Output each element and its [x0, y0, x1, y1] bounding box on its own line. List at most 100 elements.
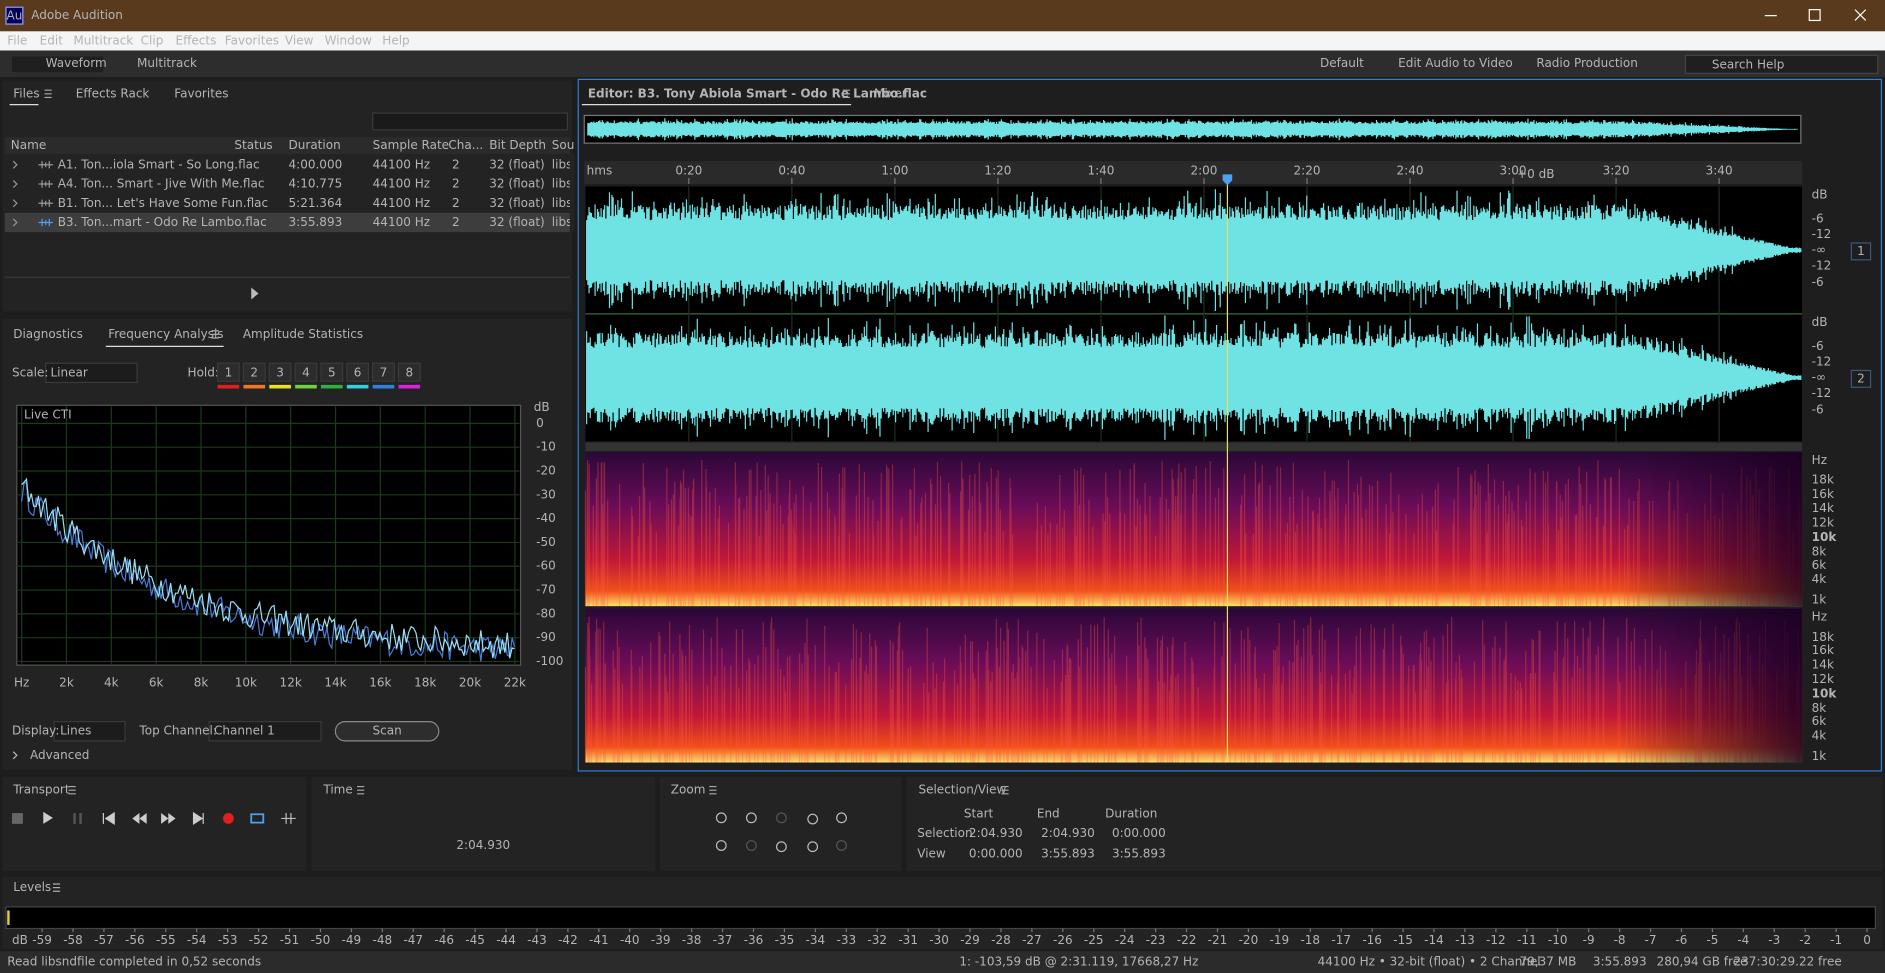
panel-menu-icon[interactable]: [68, 785, 76, 795]
time-value[interactable]: 3:55.893: [1041, 846, 1095, 860]
panel-menu-icon[interactable]: [52, 883, 61, 892]
hold-button[interactable]: [242, 362, 266, 382]
advanced-chevron[interactable]: [12, 751, 18, 760]
column-header[interactable]: Sou: [552, 138, 575, 152]
status-text: 44100 Hz • 32-bit (float) • 2 Channel: [1318, 955, 1541, 969]
search-box[interactable]: [1684, 54, 1879, 74]
hold-button[interactable]: [346, 362, 370, 382]
panel-tab[interactable]: Favorites: [174, 86, 228, 100]
meter-tick-label: -23: [1146, 933, 1166, 947]
hold-button[interactable]: [372, 362, 395, 382]
mode-tab[interactable]: Waveform: [46, 56, 107, 70]
menu-item[interactable]: Edit: [40, 33, 64, 47]
time-value[interactable]: 0:00.000: [969, 846, 1023, 860]
panel-menu-icon[interactable]: [44, 89, 52, 99]
skip-button[interactable]: [281, 813, 296, 824]
menu-item[interactable]: Favorites: [225, 33, 279, 47]
channel-2-toggle[interactable]: [1850, 369, 1872, 388]
hold-button[interactable]: [320, 362, 344, 382]
panel-tab[interactable]: Effects Rack: [76, 86, 150, 100]
file-cell[interactable]: A1. Ton...iola Smart - So Long.flac: [58, 157, 260, 171]
column-header[interactable]: Sample Rate: [373, 138, 449, 152]
panel-tab[interactable]: Amplitude Statistics: [243, 327, 363, 341]
play-preview-button[interactable]: [251, 287, 259, 300]
time-value[interactable]: 3:55.893: [1112, 846, 1166, 860]
workspace-item[interactable]: Radio Production: [1536, 56, 1637, 70]
expand-chevron[interactable]: [12, 179, 18, 189]
meter-tick-label: -3: [1768, 933, 1780, 947]
channel-dropdown[interactable]: [208, 721, 322, 742]
panel-tab[interactable]: Files: [13, 86, 39, 100]
pause-button[interactable]: [73, 813, 82, 824]
panel-title: Levels: [13, 880, 51, 894]
time-value[interactable]: 2:04.930: [1041, 826, 1095, 840]
db-ruler-label: -6: [1812, 339, 1824, 353]
display-dropdown[interactable]: [53, 721, 126, 742]
meter-tick-label: -54: [187, 933, 207, 947]
go-to-end-button[interactable]: [192, 811, 204, 825]
waveform-mode-button[interactable]: [12, 56, 104, 73]
dropdown-value: Lines: [60, 724, 91, 738]
mode-tab[interactable]: Multitrack: [137, 56, 197, 70]
workspace-item[interactable]: Default: [1320, 56, 1364, 70]
panel-menu-icon[interactable]: [1001, 785, 1009, 795]
column-header[interactable]: Bit Depth: [489, 138, 546, 152]
file-cell[interactable]: B1. Ton... Let's Have Some Fun.flac: [58, 196, 268, 210]
editor-tab[interactable]: Editor: B3. Tony Abiola Smart - Odo Re L…: [588, 86, 927, 100]
file-cell: 4:00.000: [289, 157, 343, 171]
workspace-item[interactable]: Edit Audio to Video: [1398, 56, 1513, 70]
file-cell[interactable]: A4. Ton... Smart - Jive With Me.flac: [58, 177, 265, 191]
panel-menu-icon[interactable]: [357, 785, 365, 795]
expand-chevron[interactable]: [12, 160, 18, 169]
column-header[interactable]: Name: [11, 138, 46, 152]
meter-tick-label: -56: [125, 933, 145, 947]
panel-menu-icon[interactable]: [211, 330, 219, 339]
file-cell: 2: [452, 157, 460, 171]
expand-chevron[interactable]: [12, 218, 18, 227]
expand-chevron[interactable]: [12, 199, 18, 208]
column-header[interactable]: Duration: [289, 138, 341, 152]
menu-item[interactable]: Multitrack: [73, 33, 133, 47]
menu-item[interactable]: Help: [382, 33, 409, 47]
column-header[interactable]: Cha...: [448, 138, 483, 152]
record-button[interactable]: [223, 813, 234, 824]
time-value[interactable]: 2:04.930: [969, 826, 1023, 840]
hold-button[interactable]: [294, 362, 318, 382]
panel-menu-icon[interactable]: [709, 785, 717, 795]
button-label[interactable]: Scan: [372, 724, 401, 738]
menu-item[interactable]: Clip: [141, 33, 164, 47]
hold-button[interactable]: [268, 362, 292, 382]
zoom-buttons[interactable]: [715, 812, 847, 853]
loop-button[interactable]: [250, 813, 265, 824]
section-toggle[interactable]: Advanced: [30, 748, 89, 762]
scan-button[interactable]: [334, 721, 440, 742]
fast-forward-button[interactable]: [161, 813, 176, 824]
panel-tab[interactable]: Diagnostics: [13, 327, 83, 341]
maximize-button[interactable]: [1808, 9, 1821, 22]
meter-tick-label: -19: [1270, 933, 1290, 947]
files-search[interactable]: [372, 112, 569, 131]
menu-item[interactable]: File: [7, 33, 27, 47]
play-button[interactable]: [43, 811, 53, 824]
hold-label: 8: [406, 365, 414, 379]
menu-item[interactable]: Window: [325, 33, 373, 47]
hold-button[interactable]: [216, 362, 240, 382]
channel-1-toggle[interactable]: [1850, 242, 1872, 261]
menu-item[interactable]: View: [285, 33, 314, 47]
scale-dropdown[interactable]: [45, 362, 138, 384]
menu-item[interactable]: Effects: [176, 33, 217, 47]
time-value[interactable]: 0:00.000: [1112, 826, 1166, 840]
meter-tick-label: -13: [1455, 933, 1475, 947]
panel-tab[interactable]: Frequency Analysis: [108, 327, 223, 341]
close-button[interactable]: [1854, 9, 1867, 21]
go-to-start-button[interactable]: [102, 811, 115, 825]
file-cell: 32 (float): [489, 196, 544, 210]
hz-ruler-label: 1k: [1812, 749, 1827, 763]
window-title: Adobe Audition: [31, 8, 123, 22]
panel-tab[interactable]: Mixer: [874, 86, 907, 100]
file-cell[interactable]: B3. Ton...mart - Odo Re Lambo.flac: [58, 215, 267, 229]
panel-menu-icon[interactable]: [842, 89, 850, 99]
stop-button[interactable]: [12, 813, 23, 824]
column-header[interactable]: Status: [234, 138, 272, 152]
hold-button[interactable]: [397, 362, 421, 382]
